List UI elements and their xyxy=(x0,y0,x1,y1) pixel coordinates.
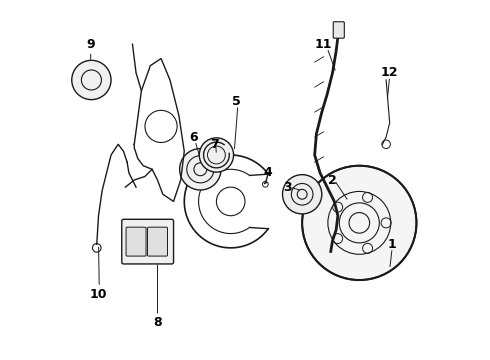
Text: 3: 3 xyxy=(284,181,292,194)
Text: 9: 9 xyxy=(86,38,95,51)
Text: 4: 4 xyxy=(264,166,272,179)
Text: 12: 12 xyxy=(381,66,398,79)
Text: 7: 7 xyxy=(210,138,219,151)
FancyBboxPatch shape xyxy=(122,219,173,264)
Text: 10: 10 xyxy=(90,288,107,301)
FancyBboxPatch shape xyxy=(147,227,168,256)
Circle shape xyxy=(302,166,416,280)
Circle shape xyxy=(180,149,221,190)
Circle shape xyxy=(199,138,234,172)
Text: 1: 1 xyxy=(387,238,396,251)
Circle shape xyxy=(72,60,111,100)
Text: 5: 5 xyxy=(232,95,241,108)
Text: 11: 11 xyxy=(315,38,332,51)
FancyBboxPatch shape xyxy=(126,227,146,256)
Circle shape xyxy=(283,175,322,214)
Text: 2: 2 xyxy=(328,174,337,186)
FancyBboxPatch shape xyxy=(333,22,344,38)
Text: 8: 8 xyxy=(153,316,162,329)
Text: 6: 6 xyxy=(189,131,197,144)
